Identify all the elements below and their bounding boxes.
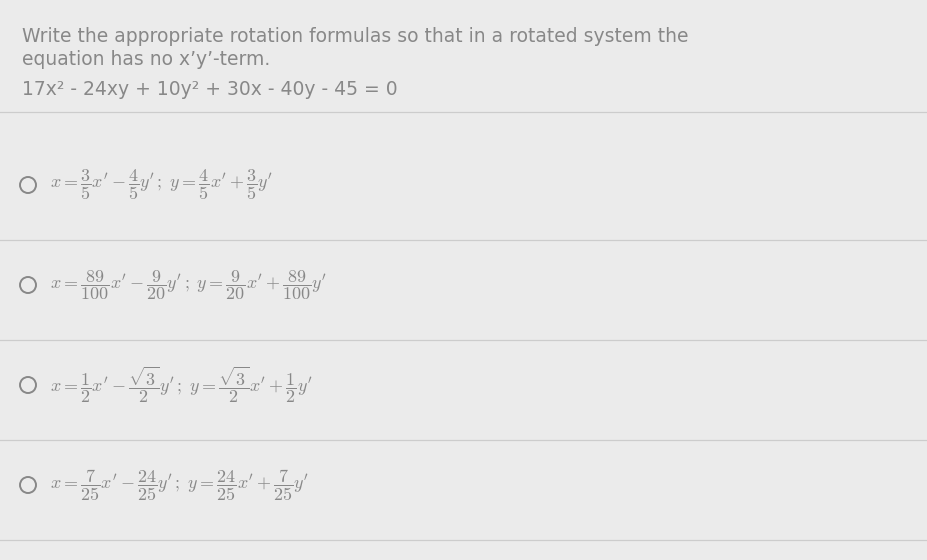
- Text: $x = \dfrac{3}{5}x' - \dfrac{4}{5}y'\,;\; y = \dfrac{4}{5}x' + \dfrac{3}{5}y'$: $x = \dfrac{3}{5}x' - \dfrac{4}{5}y'\,;\…: [50, 167, 273, 202]
- Text: $x = \dfrac{7}{25}x' - \dfrac{24}{25}y'\,;\; y = \dfrac{24}{25}x' + \dfrac{7}{25: $x = \dfrac{7}{25}x' - \dfrac{24}{25}y'\…: [50, 467, 309, 503]
- Text: $x = \dfrac{1}{2}x' - \dfrac{\sqrt{3}}{2}y'\,;\; y = \dfrac{\sqrt{3}}{2}x' + \df: $x = \dfrac{1}{2}x' - \dfrac{\sqrt{3}}{2…: [50, 365, 312, 405]
- Text: 17x² - 24xy + 10y² + 30x - 40y - 45 = 0: 17x² - 24xy + 10y² + 30x - 40y - 45 = 0: [22, 80, 397, 99]
- Text: $x = \dfrac{89}{100}x' - \dfrac{9}{20}y'\,;\; y = \dfrac{9}{20}x' + \dfrac{89}{1: $x = \dfrac{89}{100}x' - \dfrac{9}{20}y'…: [50, 268, 327, 302]
- Text: Write the appropriate rotation formulas so that in a rotated system the: Write the appropriate rotation formulas …: [22, 27, 688, 46]
- Text: equation has no x’y’-term.: equation has no x’y’-term.: [22, 50, 270, 69]
